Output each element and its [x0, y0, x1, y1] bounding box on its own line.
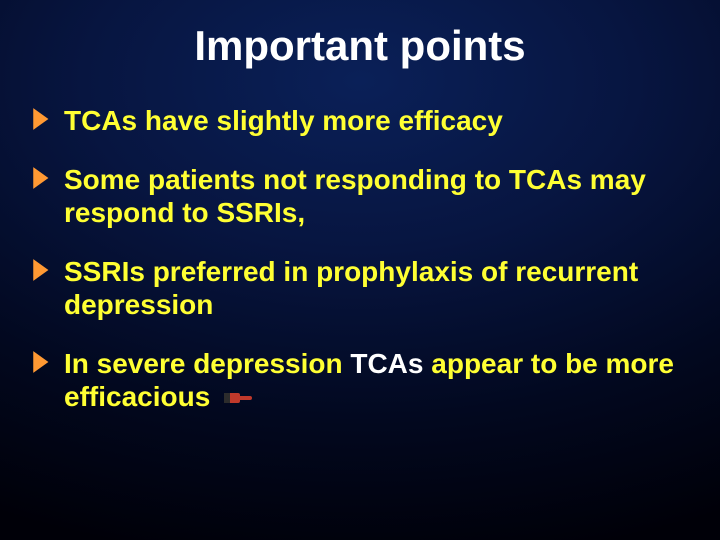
bullet-item: In severe depression TCAs appear to be m… — [30, 347, 690, 413]
chevron-right-icon — [30, 106, 56, 132]
bullet-item: TCAs have slightly more efficacy — [30, 104, 690, 137]
bullet-text-highlight: TCAs — [350, 348, 423, 379]
bullet-item: SSRIs preferred in prophylaxis of recurr… — [30, 255, 690, 321]
bullet-text-prefix: In severe depression — [64, 348, 350, 379]
pointing-hand-icon — [224, 388, 254, 408]
bullet-text: Some patients not responding to TCAs may… — [64, 164, 646, 228]
chevron-right-icon — [30, 165, 56, 191]
chevron-right-icon — [30, 257, 56, 283]
chevron-right-icon — [30, 349, 56, 375]
bullet-list: TCAs have slightly more efficacy Some pa… — [30, 104, 690, 413]
slide-title: Important points — [30, 22, 690, 70]
bullet-item: Some patients not responding to TCAs may… — [30, 163, 690, 229]
bullet-text: SSRIs preferred in prophylaxis of recurr… — [64, 256, 638, 320]
bullet-text: TCAs have slightly more efficacy — [64, 105, 503, 136]
slide: Important points TCAs have slightly more… — [0, 0, 720, 540]
